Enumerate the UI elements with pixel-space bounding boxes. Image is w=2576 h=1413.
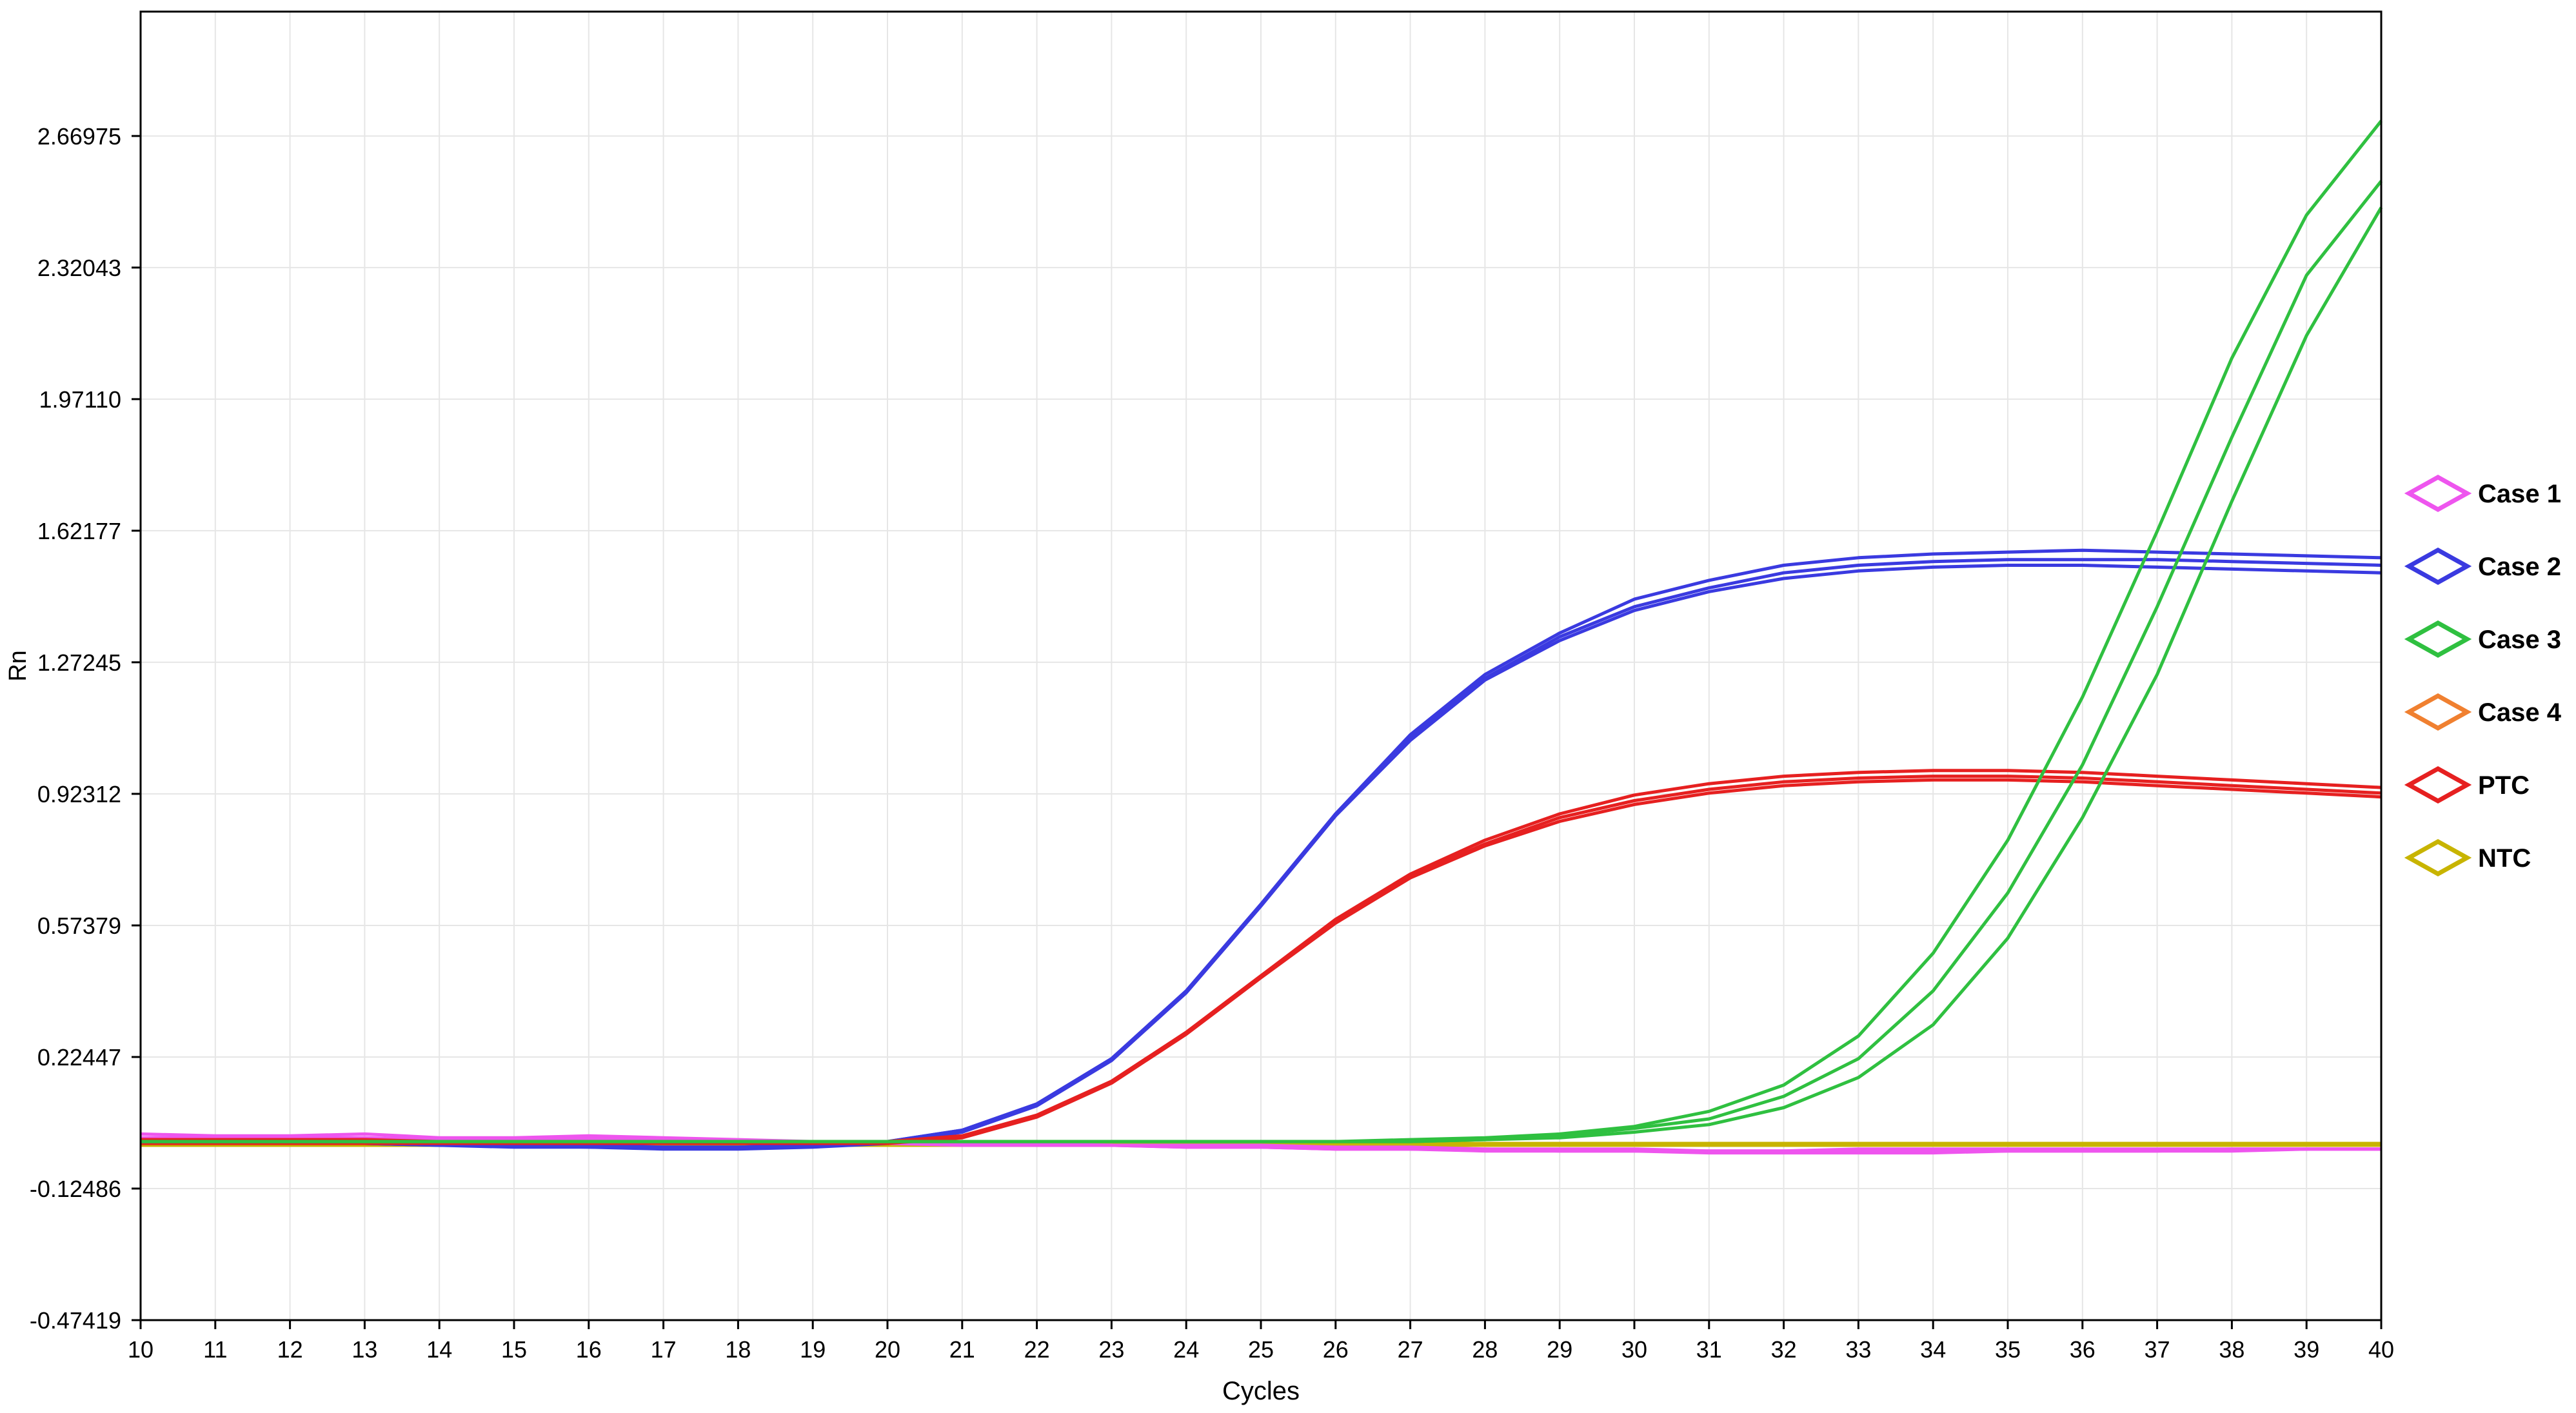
legend: Case 1 Case 2 Case 3 Case 4 PTC NTC (2404, 474, 2562, 877)
x-tick-label: 24 (1173, 1336, 1199, 1363)
x-tick-label: 20 (875, 1336, 900, 1363)
legend-label: Case 4 (2478, 698, 2562, 727)
y-tick-label: 1.27245 (37, 649, 121, 676)
x-tick-label: 15 (501, 1336, 527, 1363)
x-tick-label: 35 (1995, 1336, 2021, 1363)
x-tick-label: 23 (1098, 1336, 1124, 1363)
x-tick-label: 36 (2070, 1336, 2095, 1363)
x-tick-label: 28 (1472, 1336, 1498, 1363)
x-axis-ticks: 10 11 12 13 14 15 16 17 18 19 20 21 22 23 24 25 26 27 28 29… (128, 1320, 2394, 1363)
x-tick-label: 21 (949, 1336, 975, 1363)
legend-marker (2404, 766, 2472, 804)
x-tick-label: 11 (203, 1336, 227, 1363)
x-tick-label: 13 (352, 1336, 377, 1363)
y-tick-label: 2.32043 (37, 255, 121, 281)
x-tick-label: 18 (725, 1336, 751, 1363)
legend-marker (2404, 693, 2472, 731)
x-tick-label: 34 (1920, 1336, 1946, 1363)
y-tick-label: 2.66975 (37, 123, 121, 150)
data-series (140, 119, 2383, 1155)
x-tick-label: 14 (426, 1336, 452, 1363)
legend-label: NTC (2478, 844, 2531, 873)
x-tick-label: 22 (1024, 1336, 1050, 1363)
series-line-case-1 (140, 1132, 2381, 1153)
legend-label: Case 2 (2478, 553, 2561, 581)
legend-marker (2404, 474, 2472, 513)
series-line-case-1 (141, 1136, 2381, 1153)
legend-marker (2404, 547, 2472, 586)
y-tick-label: 0.92312 (37, 781, 121, 807)
x-tick-label: 19 (800, 1336, 826, 1363)
y-tick-label: -0.12486 (30, 1176, 121, 1202)
x-tick-label: 30 (1621, 1336, 1647, 1363)
legend-marker (2404, 620, 2472, 658)
legend-label: PTC (2478, 771, 2530, 800)
series-line-case-3 (141, 206, 2383, 1143)
x-tick-label: 37 (2145, 1336, 2170, 1363)
x-tick-label: 40 (2368, 1336, 2394, 1363)
y-tick-label: -0.47419 (30, 1307, 121, 1334)
series-line-case-2 (141, 564, 2382, 1151)
x-tick-label: 39 (2294, 1336, 2319, 1363)
x-tick-label: 16 (576, 1336, 602, 1363)
x-axis-label: Cycles (1222, 1377, 1300, 1405)
x-tick-label: 38 (2219, 1336, 2244, 1363)
x-tick-label: 31 (1696, 1336, 1722, 1363)
x-tick-label: 33 (1845, 1336, 1871, 1363)
x-tick-label: 27 (1398, 1336, 1423, 1363)
x-tick-label: 12 (277, 1336, 303, 1363)
x-tick-label: 29 (1547, 1336, 1572, 1363)
x-tick-label: 26 (1323, 1336, 1349, 1363)
x-tick-label: 10 (128, 1336, 154, 1363)
legend-label: Case 3 (2478, 626, 2561, 654)
series-line-ptc (141, 778, 2382, 1145)
x-tick-label: 17 (651, 1336, 677, 1363)
y-tick-label: 1.62177 (37, 518, 121, 544)
x-tick-label: 32 (1771, 1336, 1797, 1363)
x-tick-label: 25 (1248, 1336, 1274, 1363)
y-axis-label: Rn (5, 650, 32, 682)
y-tick-label: 0.22447 (37, 1044, 121, 1071)
y-axis-ticks: -0.47419 -0.12486 0.22447 0.57379 0.92312 1.2… (30, 123, 141, 1334)
legend-label: Case 1 (2478, 480, 2561, 508)
legend-marker (2404, 838, 2472, 877)
y-tick-label: 1.97110 (39, 386, 121, 413)
y-tick-label: 0.57379 (37, 913, 121, 939)
grid-lines (140, 12, 2382, 1321)
